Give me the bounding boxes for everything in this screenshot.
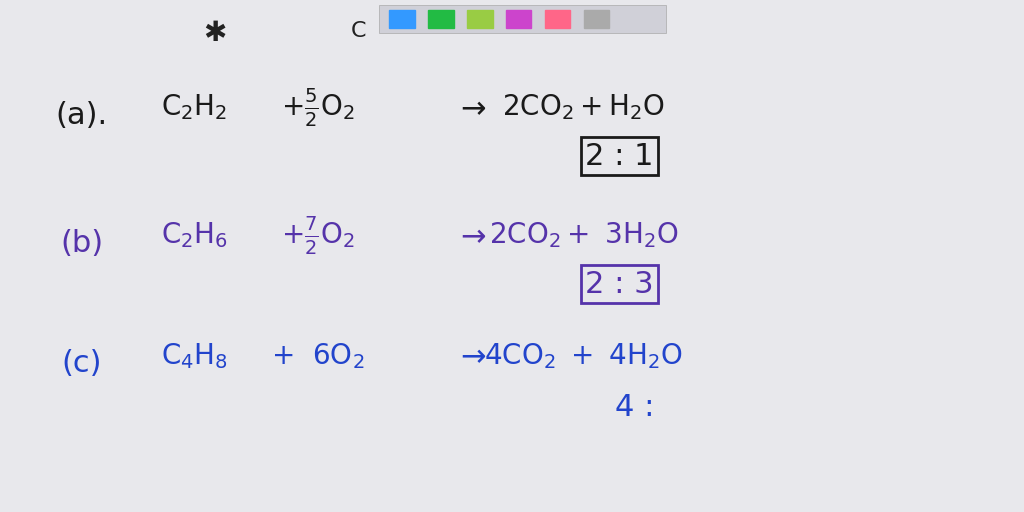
Text: $\rightarrow$: $\rightarrow$ xyxy=(455,221,487,250)
Text: (b): (b) xyxy=(60,229,103,258)
Text: $\mathregular{+\frac{7}{2}O_2}$: $\mathregular{+\frac{7}{2}O_2}$ xyxy=(281,215,354,257)
Text: 2 : 1: 2 : 1 xyxy=(586,142,653,170)
Text: $\rightarrow$: $\rightarrow$ xyxy=(455,342,487,370)
Text: $\mathregular{4CO_2\ +\ 4H_2O}$: $\mathregular{4CO_2\ +\ 4H_2O}$ xyxy=(484,341,683,371)
Bar xyxy=(467,10,493,28)
Bar xyxy=(428,10,454,28)
FancyBboxPatch shape xyxy=(379,5,666,33)
Text: 4 :: 4 : xyxy=(615,393,654,421)
Bar xyxy=(389,10,415,28)
Text: (c): (c) xyxy=(61,349,102,378)
Bar xyxy=(584,10,609,28)
Text: (a).: (a). xyxy=(56,101,108,130)
Text: $\mathregular{C_2H_6}$: $\mathregular{C_2H_6}$ xyxy=(161,221,228,250)
Text: $\mathregular{+\frac{5}{2}O_2}$: $\mathregular{+\frac{5}{2}O_2}$ xyxy=(281,87,354,129)
Text: ✱: ✱ xyxy=(204,19,226,47)
Text: $\mathregular{2CO_2+\ 3H_2O}$: $\mathregular{2CO_2+\ 3H_2O}$ xyxy=(488,221,679,250)
Text: $\mathregular{+\ \ 6O_2}$: $\mathregular{+\ \ 6O_2}$ xyxy=(270,341,365,371)
Text: $\mathregular{C_2H_2}$: $\mathregular{C_2H_2}$ xyxy=(162,93,227,122)
Text: $\rightarrow$: $\rightarrow$ xyxy=(455,93,487,122)
Text: $\mathregular{C_4H_8}$: $\mathregular{C_4H_8}$ xyxy=(161,341,228,371)
Text: C: C xyxy=(350,20,367,41)
Text: 2 : 3: 2 : 3 xyxy=(585,270,654,298)
Bar xyxy=(545,10,570,28)
Bar xyxy=(506,10,531,28)
Text: $\mathregular{2CO_2+H_2O}$: $\mathregular{2CO_2+H_2O}$ xyxy=(502,93,666,122)
